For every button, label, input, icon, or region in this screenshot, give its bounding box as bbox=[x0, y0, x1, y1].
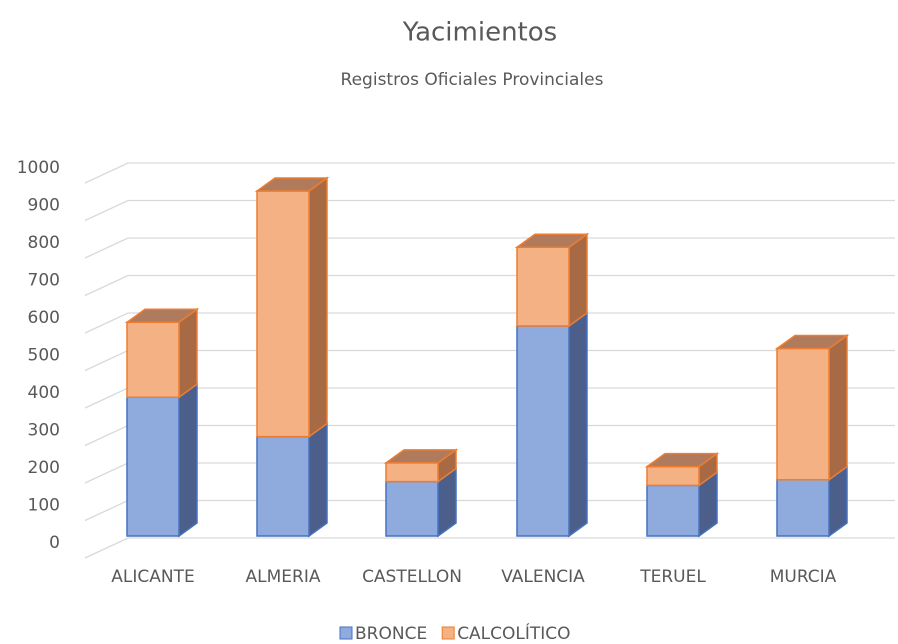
grid-line bbox=[84, 499, 895, 522]
legend-label: CALCOLÍTICO bbox=[457, 622, 570, 644]
grid-line bbox=[84, 537, 895, 559]
bar-segment bbox=[644, 452, 720, 487]
grid-line bbox=[84, 274, 895, 297]
bar-top bbox=[254, 177, 330, 192]
bar-top bbox=[124, 308, 200, 323]
grid-line bbox=[84, 424, 895, 447]
grid-line bbox=[84, 349, 895, 372]
bar-front bbox=[256, 190, 310, 438]
bar-front bbox=[776, 479, 830, 537]
x-tick-label: ALICANTE bbox=[111, 567, 194, 587]
bar-side bbox=[308, 176, 328, 439]
y-tick-label: 1000 bbox=[17, 158, 60, 178]
bar-front bbox=[385, 480, 439, 537]
x-tick-label: TERUEL bbox=[639, 567, 706, 587]
bar-side bbox=[308, 422, 328, 538]
bar-front bbox=[256, 435, 310, 537]
bar-side bbox=[568, 311, 588, 538]
bar-segment bbox=[124, 307, 200, 399]
bar-front bbox=[126, 396, 180, 537]
x-tick-label: MURCIA bbox=[770, 567, 837, 587]
bar-front bbox=[776, 347, 830, 481]
bar-segment bbox=[514, 232, 590, 328]
grid-line bbox=[84, 237, 895, 259]
bar-top bbox=[383, 449, 459, 464]
bar-top bbox=[514, 233, 590, 248]
bar-front bbox=[385, 462, 439, 483]
bar-front bbox=[516, 246, 570, 327]
y-tick-label: 700 bbox=[28, 271, 60, 291]
bar-segment bbox=[256, 422, 328, 538]
grid-line bbox=[84, 199, 895, 222]
bar-segment bbox=[383, 448, 459, 484]
bar-front bbox=[646, 465, 700, 487]
bar-side bbox=[568, 232, 588, 328]
grid-line bbox=[84, 462, 895, 484]
y-tick-label: 400 bbox=[28, 383, 60, 403]
y-tick-label: 200 bbox=[28, 458, 60, 478]
y-tick-label: 300 bbox=[28, 421, 60, 441]
bar-segment bbox=[126, 382, 198, 538]
bar-segment bbox=[774, 334, 850, 482]
y-tick-label: 500 bbox=[28, 346, 60, 366]
chart-title: Yacimientos bbox=[402, 18, 557, 48]
bar-front bbox=[646, 484, 700, 537]
bar-segment bbox=[646, 470, 718, 538]
legend-swatch bbox=[441, 626, 455, 640]
bar-side bbox=[828, 334, 848, 482]
bar-segment bbox=[254, 176, 330, 439]
legend-swatch bbox=[339, 626, 353, 640]
bar-top bbox=[644, 452, 720, 468]
grid-line bbox=[84, 387, 895, 409]
bar-front bbox=[516, 325, 570, 537]
bar-side bbox=[178, 382, 198, 538]
bar-side bbox=[178, 307, 198, 399]
y-tick-label: 100 bbox=[28, 496, 60, 516]
grid-line bbox=[84, 162, 895, 184]
y-tick-label: 800 bbox=[28, 233, 60, 253]
bar-segment bbox=[516, 311, 588, 538]
bar-front bbox=[126, 321, 180, 398]
x-tick-label: VALENCIA bbox=[501, 567, 585, 587]
y-tick-label: 0 bbox=[49, 533, 60, 553]
y-tick-label: 600 bbox=[28, 308, 60, 328]
y-tick-label: 900 bbox=[28, 196, 60, 216]
grid-line bbox=[84, 312, 895, 334]
chart-subtitle: Registros Oficiales Provinciales bbox=[341, 70, 604, 90]
bar-top bbox=[774, 334, 850, 350]
x-tick-label: ALMERIA bbox=[246, 567, 321, 587]
legend-label: BRONCE bbox=[355, 624, 427, 644]
x-tick-label: CASTELLON bbox=[362, 567, 462, 587]
bar-segment bbox=[385, 467, 457, 538]
